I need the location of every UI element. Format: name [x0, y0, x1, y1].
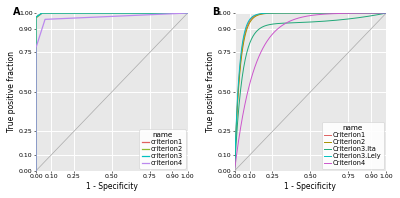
X-axis label: 1 - Specificity: 1 - Specificity [284, 182, 336, 191]
Text: A: A [13, 7, 21, 17]
Legend: criterion1, criterion2, criterion3, criterion4: criterion1, criterion2, criterion3, crit… [139, 129, 186, 169]
Text: B: B [212, 7, 219, 17]
X-axis label: 1 - Specificity: 1 - Specificity [86, 182, 138, 191]
Legend: Criterion1, Criterion2, Criterion3.Ita, Criterion3.Lely, Criterion4: Criterion1, Criterion2, Criterion3.Ita, … [322, 123, 384, 169]
Y-axis label: True positive fraction: True positive fraction [206, 51, 214, 132]
Y-axis label: True positive fraction: True positive fraction [7, 51, 16, 132]
